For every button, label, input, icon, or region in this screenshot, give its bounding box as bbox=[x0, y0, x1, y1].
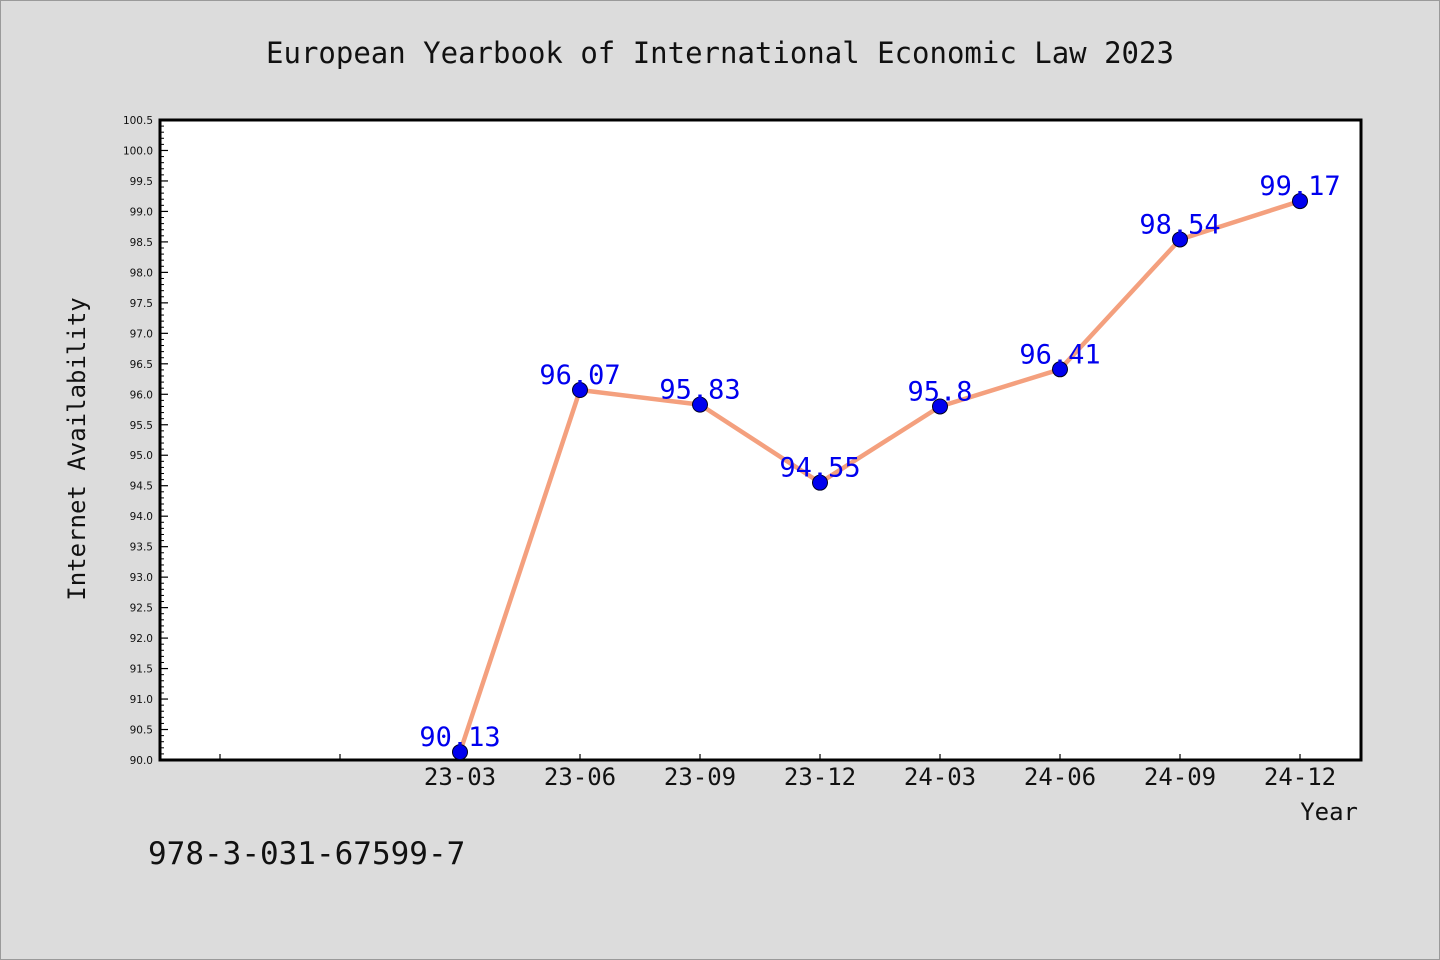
data-label: 98.54 bbox=[1139, 209, 1220, 240]
data-point-marker bbox=[1172, 231, 1188, 248]
y-tick-label: 95.0 bbox=[130, 450, 153, 462]
data-label: 90.13 bbox=[419, 722, 500, 753]
x-tick-label: 24-03 bbox=[904, 763, 976, 791]
data-label: 95.83 bbox=[659, 375, 740, 406]
y-tick-label: 91.5 bbox=[130, 664, 153, 676]
data-point-marker bbox=[932, 398, 948, 415]
chart-title: European Yearbook of International Econo… bbox=[266, 36, 1174, 70]
x-axis-title: Year bbox=[1300, 798, 1358, 826]
data-label: 99.17 bbox=[1259, 171, 1340, 202]
x-tick-label: 23-06 bbox=[544, 763, 616, 791]
y-tick-label: 93.5 bbox=[130, 542, 153, 554]
x-tick-label: 23-09 bbox=[664, 763, 736, 791]
data-label: 94.55 bbox=[779, 453, 860, 484]
series-line bbox=[457, 198, 1303, 755]
markers-group bbox=[452, 193, 1308, 761]
x-tick-label: 23-12 bbox=[784, 763, 856, 791]
y-tick-label: 98.0 bbox=[130, 267, 153, 279]
data-point-marker bbox=[1292, 193, 1308, 210]
y-tick-label: 90.0 bbox=[130, 755, 153, 767]
y-tick-label: 94.5 bbox=[130, 481, 153, 493]
y-tick-label: 96.0 bbox=[130, 389, 153, 401]
data-point-marker bbox=[692, 396, 708, 413]
x-tick-label: 24-06 bbox=[1024, 763, 1096, 791]
y-tick-label: 100.0 bbox=[123, 145, 153, 157]
y-axis-title: Internet Availability bbox=[63, 297, 91, 600]
y-axis: 90.0 90.5 91.0 91.5 92.0 92.5 93.0 93.5 94.0 94.5… bbox=[123, 115, 168, 767]
y-tick-label: 98.5 bbox=[130, 237, 153, 249]
data-point-marker bbox=[572, 382, 588, 399]
y-tick-label: 92.0 bbox=[130, 633, 153, 645]
data-label: 96.41 bbox=[1019, 339, 1100, 370]
isbn-footnote: 978-3-031-67599-7 bbox=[148, 836, 465, 872]
y-tick-label: 96.5 bbox=[130, 359, 153, 371]
y-tick-label: 97.5 bbox=[130, 298, 153, 310]
y-tick-label: 99.0 bbox=[130, 206, 153, 218]
plot-area bbox=[158, 118, 1363, 762]
y-tick-label: 94.0 bbox=[130, 511, 153, 523]
y-tick-label: 97.0 bbox=[130, 328, 153, 340]
x-tick-label: 23-03 bbox=[424, 763, 496, 791]
data-label: 95.8 bbox=[907, 376, 972, 407]
y-tick-label: 92.5 bbox=[130, 603, 153, 615]
data-point-marker bbox=[812, 474, 828, 491]
data-label: 96.07 bbox=[539, 360, 620, 391]
y-tick-label: 90.5 bbox=[130, 725, 153, 737]
data-point-marker bbox=[452, 744, 468, 761]
series-line-group bbox=[457, 198, 1303, 755]
y-tick-label: 91.0 bbox=[130, 694, 153, 706]
data-point-marker bbox=[1052, 361, 1068, 378]
y-tick-label: 100.5 bbox=[123, 115, 153, 127]
data-labels-group: 90.13 96.07 95.83 94.55 95.8 96.41 98.54 99.17 bbox=[419, 171, 1340, 753]
x-tick-label: 24-09 bbox=[1144, 763, 1216, 791]
y-tick-label: 99.5 bbox=[130, 176, 153, 188]
y-tick-label: 95.5 bbox=[130, 420, 153, 432]
x-tick-label: 24-12 bbox=[1264, 763, 1336, 791]
y-tick-label: 93.0 bbox=[130, 572, 153, 584]
x-axis: 23-03 23-06 23-09 23-12 24-03 24-06 24-09 24-12 bbox=[219, 754, 1336, 791]
